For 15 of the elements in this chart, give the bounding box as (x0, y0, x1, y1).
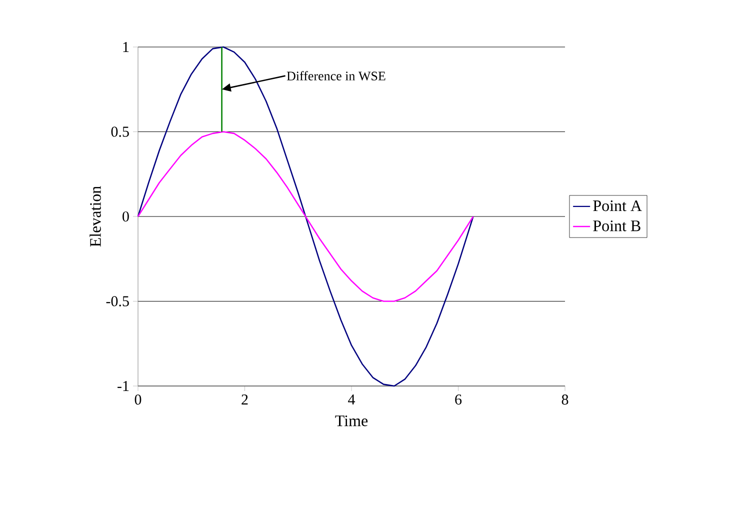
x-tick-label: 6 (455, 394, 462, 405)
y-tick-label: 0.5 (111, 126, 129, 137)
x-tick-label: 0 (134, 394, 142, 405)
x-tick-label: 2 (242, 394, 248, 404)
annotation: Difference in WSE (286, 71, 386, 80)
legend-label: Point B (593, 220, 640, 232)
y-tick-label: 1 (123, 42, 129, 52)
y-tick-label: -1 (118, 381, 129, 391)
y-tick-label: -0.5 (106, 296, 129, 306)
y-tick-label: 0 (122, 211, 129, 222)
x-tick-label: 8 (562, 394, 568, 405)
x-tick-label: 4 (348, 394, 356, 404)
y-axis-title: Elevation (90, 186, 101, 247)
x-axis-title: Time (335, 415, 368, 426)
legend-label: Point A (593, 200, 642, 212)
